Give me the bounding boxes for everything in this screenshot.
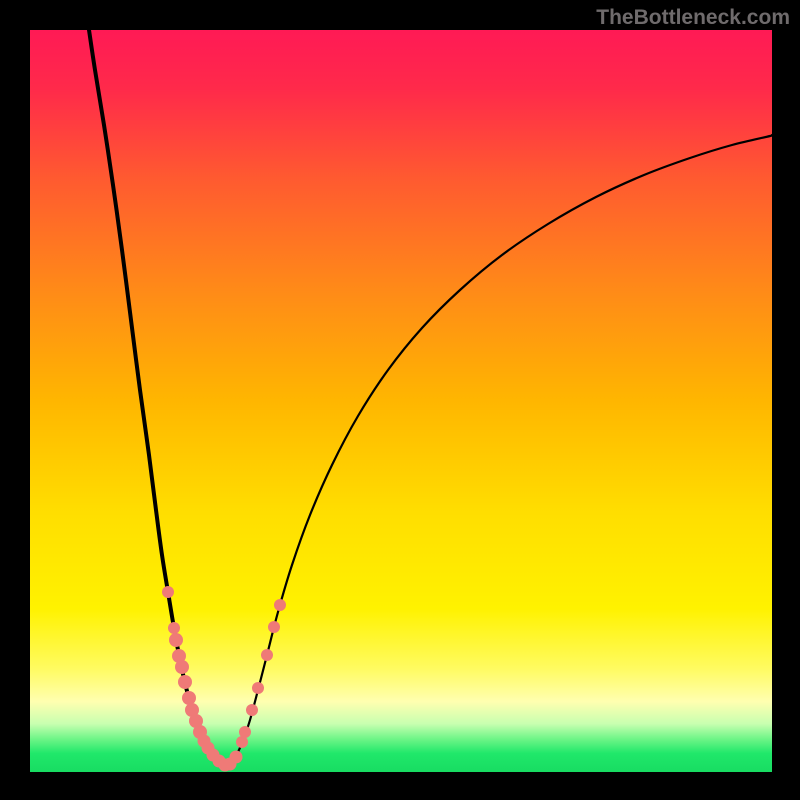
data-marker: [162, 586, 174, 598]
data-marker: [230, 751, 243, 764]
data-marker: [178, 675, 192, 689]
data-marker: [268, 621, 280, 633]
data-marker: [252, 682, 264, 694]
data-marker: [274, 599, 286, 611]
chart-svg: [30, 30, 772, 772]
data-marker: [169, 633, 183, 647]
data-marker: [175, 660, 189, 674]
data-marker: [168, 622, 180, 634]
plot-area: [30, 30, 772, 772]
data-marker: [261, 649, 273, 661]
data-marker: [182, 691, 196, 705]
watermark-text: TheBottleneck.com: [596, 6, 790, 30]
data-marker: [246, 704, 258, 716]
data-marker: [239, 726, 251, 738]
chart-container: TheBottleneck.com: [0, 0, 800, 800]
